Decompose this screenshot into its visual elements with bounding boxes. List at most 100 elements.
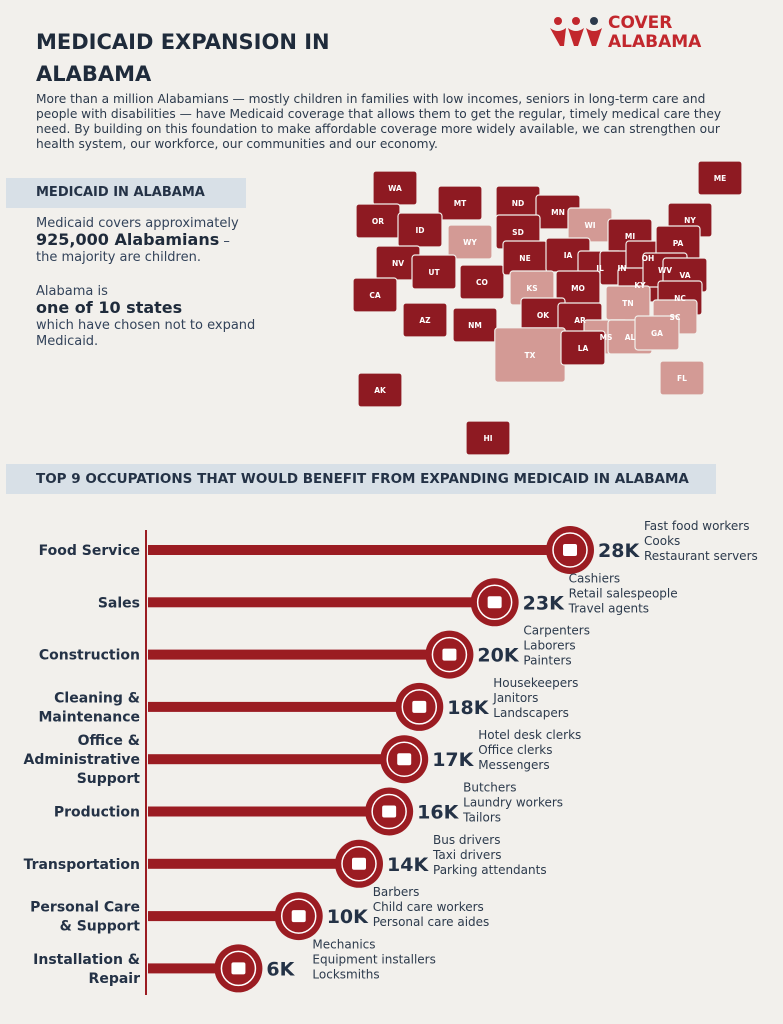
example: Taxi drivers [432,848,502,862]
state [560,330,606,366]
example: Tailors [462,811,501,825]
state-label: WV [658,266,672,275]
bar [148,754,405,765]
bar [148,649,450,660]
state-label: AZ [419,316,431,325]
us-map: WA MT ND MN OR ID WY SD WI MI NY ME NV UT CO NE IA IL IN OH… [352,160,743,456]
category-label: Installation & Repair [33,952,140,987]
state [411,254,457,290]
value-label: 17K [432,749,474,771]
state [634,315,680,351]
state-label: TN [622,299,633,308]
bar [148,858,359,869]
state [357,372,403,408]
state-label: ME [714,174,727,183]
icon [382,805,397,818]
state [659,360,705,396]
value-label: 16K [417,802,459,824]
state-label: IL [596,264,604,273]
example: Mechanics [312,937,375,951]
icon [563,544,577,556]
example: Equipment installers [312,952,435,966]
example: Carpenters [523,624,590,638]
example: Butchers [463,781,516,795]
icon [397,753,412,766]
state-label: NV [392,259,404,268]
title: MEDICAID EXPANSION IN ALABAMA [36,30,330,86]
category-label: Production [54,805,140,821]
icon [412,700,427,713]
icon-ring [476,584,513,621]
state-label: MS [600,333,613,342]
state-label: MN [551,208,565,217]
example: Messengers [478,758,549,772]
text: Medicaid covers approximately [36,216,239,231]
icon-ring [220,950,257,987]
category-label: Office & Administrative Support [24,733,141,787]
value-label: 20K [477,645,519,667]
value-label: 18K [447,697,489,719]
icon-ring [341,846,377,882]
category-label: Food Service [39,543,140,559]
state-label: AK [374,386,387,395]
state-label: IA [564,251,573,260]
value-label: 14K [387,854,429,876]
state-label: MI [625,232,635,241]
state [452,307,498,343]
icon-ring [371,793,407,830]
state-label: WA [388,184,402,193]
icon-ring [431,636,468,673]
icon-ring [401,689,438,725]
example: Hotel desk clerks [478,728,581,742]
example: Child care workers [373,900,484,914]
bar [148,545,570,555]
example: Office clerks [478,743,552,757]
state-label: TX [525,351,536,360]
icon [352,857,366,870]
state-label: HI [483,434,492,443]
state-label: SD [512,228,524,237]
logo-top: COVER [608,13,672,33]
state-label: KY [634,281,646,290]
bar [148,597,495,608]
state-label: NY [684,216,696,225]
state-label: NE [519,254,530,263]
bar [148,911,299,922]
example: Parking attendants [433,863,547,877]
category-label: Sales [98,595,140,611]
category-label: Personal Care & Support [30,900,140,935]
example: Bus drivers [433,833,500,847]
state-label: WI [584,221,595,230]
category-label: Cleaning & Maintenance [38,690,140,725]
chart: Food Service 28K Fast food workersCooksRes… [24,519,758,995]
example: Locksmiths [312,967,379,981]
medicaid-facts: Medicaid covers approximately 925,000 Ala… [36,216,256,349]
text: the majority are children. [36,250,201,265]
state-label: VA [679,271,690,280]
state [465,420,511,456]
example: Barbers [373,885,420,899]
example: Personal care aides [373,915,490,929]
example: Landscapers [493,706,569,720]
state [437,185,483,221]
state-label: PA [673,239,684,248]
state-label: OR [372,217,384,226]
example: Housekeepers [493,676,578,690]
icon [291,910,306,923]
example: Restaurant servers [644,549,758,563]
state-label: CA [369,291,381,300]
example: Laborers [523,639,575,653]
value-label: 10K [327,906,369,928]
state-label: GA [651,329,663,338]
example: Cashiers [569,571,621,585]
icon-ring [280,898,317,934]
state-label: SC [670,313,681,322]
value-label: 28K [598,540,640,562]
bar [148,701,420,712]
state-label: UT [428,268,440,277]
state [697,160,743,196]
icon [442,648,457,661]
state-label: FL [677,374,687,383]
state [459,264,505,300]
icon-ring [386,741,422,777]
